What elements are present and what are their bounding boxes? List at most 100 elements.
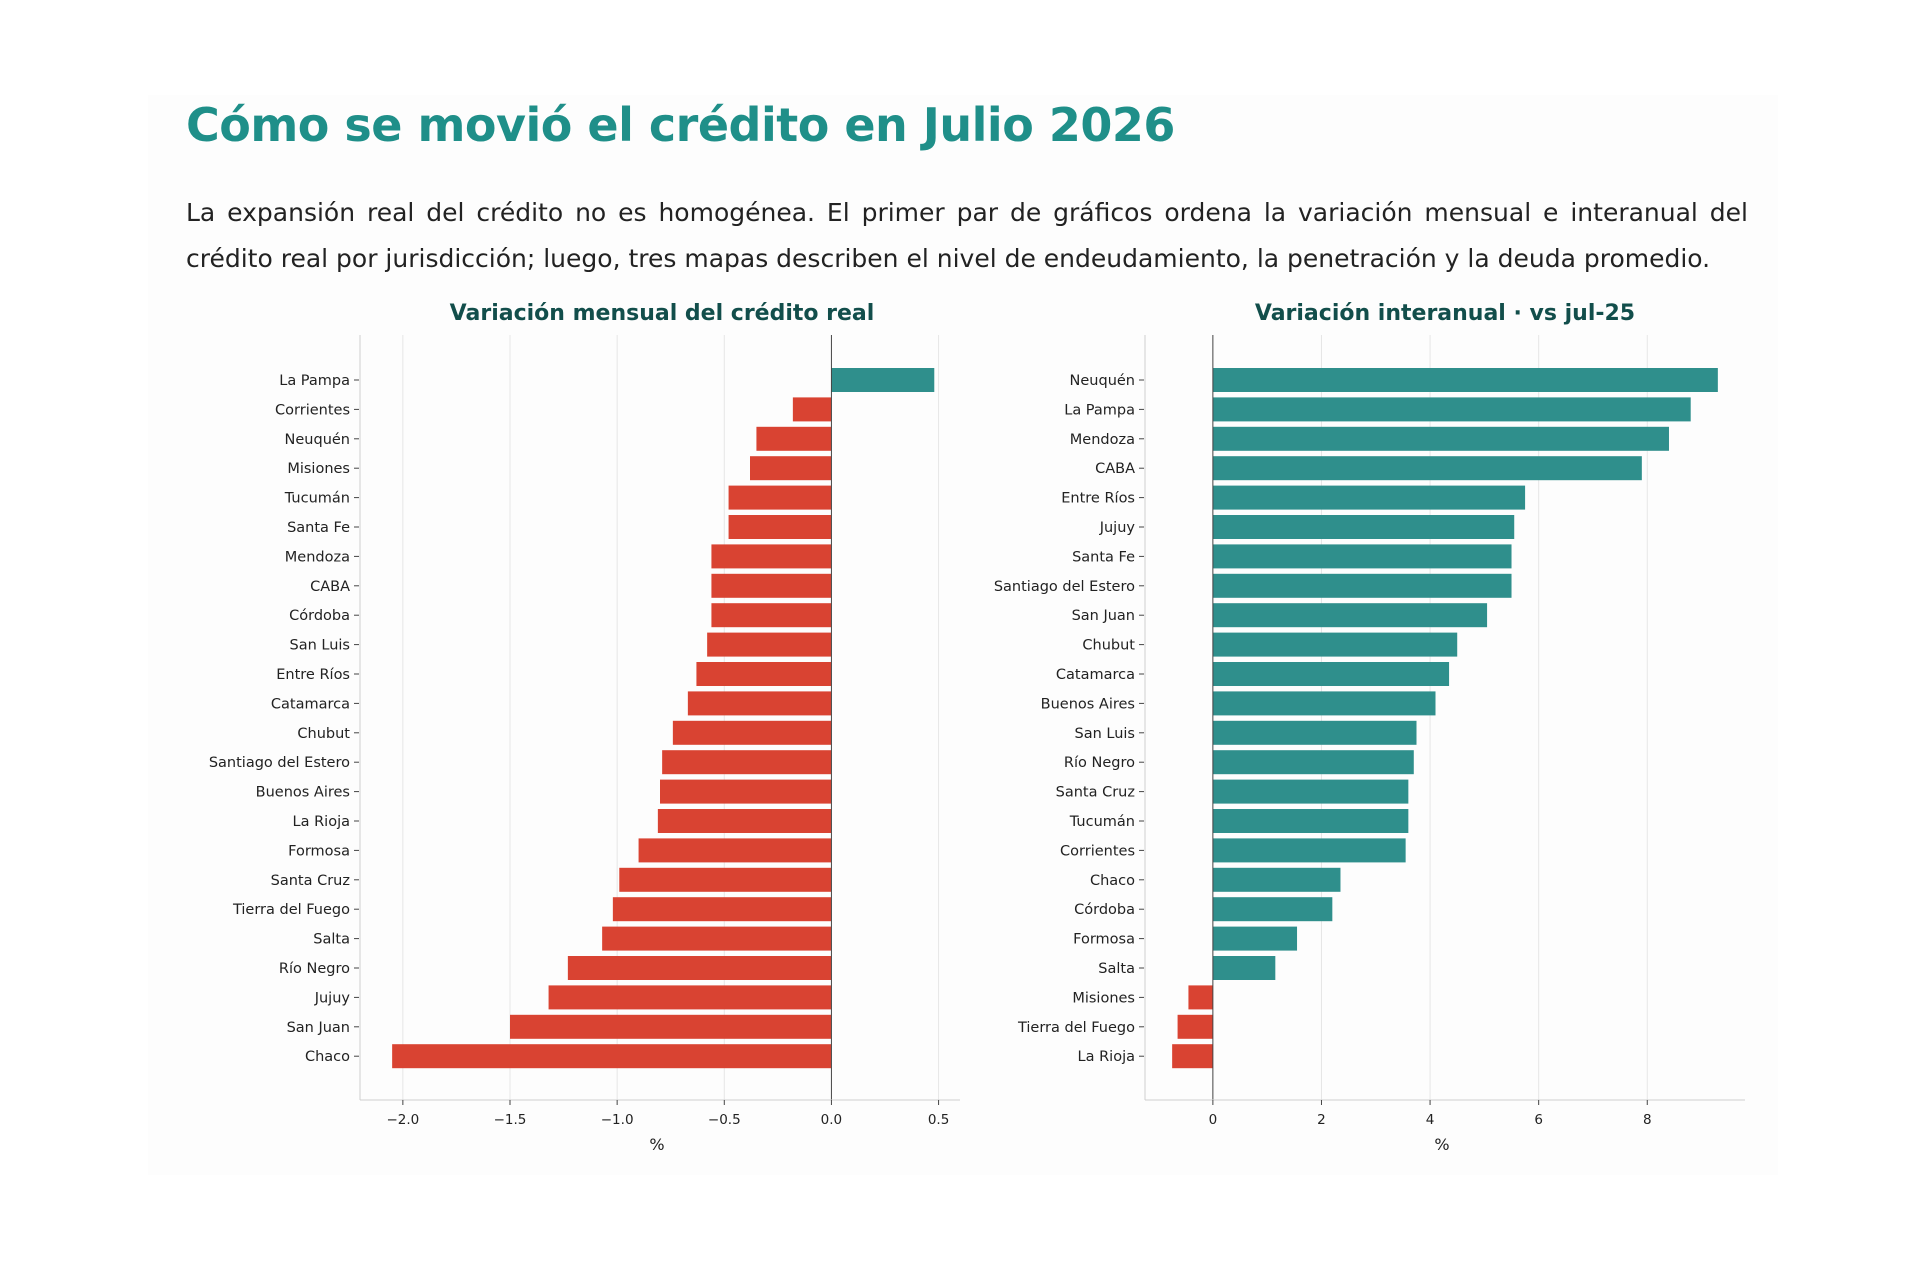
monthly-bar [619,867,832,892]
yoy-bar [1212,397,1691,422]
monthly-category-label: San Juan [287,1020,350,1036]
monthly-category-label: Río Negro [279,961,350,977]
monthly-category-label: Santa Fe [287,520,350,536]
yoy-bar [1177,1014,1213,1039]
yoy-category-label: Mendoza [1070,432,1135,448]
monthly-bar [687,691,832,716]
yoy-category-label: Chaco [1090,873,1135,889]
monthly-xtick-label: −0.5 [708,1112,741,1128]
monthly-category-label: Salta [313,932,350,948]
monthly-category-label: Misiones [287,461,350,477]
monthly-category-label: Córdoba [289,608,350,624]
yoy-category-label: Neuquén [1070,373,1135,389]
yoy-bar [1212,779,1409,804]
intro-paragraph: La expansión real del crédito no es homo… [186,198,1748,273]
yoy-bar [1212,897,1333,922]
yoy-category-label: Corrientes [1060,843,1135,859]
monthly-bar [756,426,832,451]
monthly-category-label: San Luis [290,638,351,654]
monthly-bar [510,1014,832,1039]
yoy-category-label: CABA [1095,461,1135,477]
yoy-bar [1212,426,1669,451]
monthly-bar [567,956,832,980]
yoy-category-label: Formosa [1073,932,1135,948]
monthly-bar [792,397,832,422]
yoy-category-label: La Pampa [1064,402,1135,418]
report-card [148,95,1778,1175]
monthly-category-label: Buenos Aires [256,785,350,801]
monthly-bar [707,632,832,657]
yoy-category-label: Buenos Aires [1041,696,1135,712]
monthly-bar [711,573,832,598]
monthly-category-label: Chaco [305,1049,350,1065]
yoy-category-label: Salta [1098,961,1135,977]
monthly-bar [750,456,832,481]
monthly-bar [660,779,832,804]
yoy-category-label: San Luis [1075,726,1136,742]
monthly-xaxis-label: % [649,1135,664,1154]
yoy-bar [1212,544,1512,569]
yoy-category-label: La Rioja [1078,1049,1135,1065]
monthly-xtick-label: −1.0 [601,1112,634,1128]
yoy-xtick-label: 2 [1317,1112,1326,1128]
yoy-category-label: Santiago del Estero [994,579,1135,595]
yoy-bar [1212,368,1718,392]
monthly-category-label: Tierra del Fuego [232,902,350,918]
yoy-bar [1212,750,1414,775]
yoy-category-label: Misiones [1072,990,1135,1006]
yoy-bar [1212,691,1436,716]
yoy-xaxis-label: % [1434,1135,1449,1154]
yoy-bar [1212,456,1642,481]
monthly-bar [392,1044,832,1069]
monthly-bar [602,926,832,951]
yoy-bar [1212,573,1512,598]
monthly-xtick-label: 0.0 [821,1112,842,1128]
monthly-xtick-label: −2.0 [386,1112,419,1128]
yoy-bar [1212,632,1458,657]
yoy-bar [1212,603,1488,628]
page-title: Cómo se movió el crédito en Julio 2026 [186,98,1175,152]
monthly-bar [672,720,832,745]
monthly-bar [638,838,832,863]
monthly-category-label: Corrientes [275,402,350,418]
monthly-bar [711,603,832,628]
yoy-chart-title: Variación interanual · vs jul-25 [1255,301,1635,326]
yoy-bar [1212,485,1526,510]
yoy-variation-chart: Neuquén La Pampa Mendoza CABA Entre Ríos Juju… [994,301,1745,1154]
monthly-bar [657,809,832,833]
monthly-category-label: La Rioja [293,814,350,830]
yoy-category-label: Río Negro [1064,755,1135,771]
yoy-bar [1212,867,1341,892]
monthly-category-label: Neuquén [285,432,350,448]
yoy-bar [1212,838,1406,863]
monthly-bar [612,897,832,922]
monthly-category-label: Jujuy [314,990,351,1006]
yoy-category-label: San Juan [1072,608,1135,624]
monthly-bar [548,985,832,1010]
monthly-bar [662,750,832,775]
monthly-bar [728,515,832,539]
monthly-xtick-label: −1.5 [494,1112,527,1128]
monthly-category-label: La Pampa [279,373,350,389]
yoy-category-label: Tierra del Fuego [1017,1020,1135,1036]
yoy-category-label: Catamarca [1056,667,1135,683]
monthly-category-label: Tucumán [284,491,350,507]
monthly-category-label: Chubut [297,726,350,742]
yoy-bar [1212,809,1409,833]
yoy-xtick-label: 6 [1534,1112,1543,1128]
yoy-bar [1212,720,1417,745]
yoy-bar [1212,926,1298,951]
monthly-bar [711,544,832,569]
yoy-xtick-label: 0 [1209,1112,1218,1128]
monthly-category-label: Santiago del Estero [209,755,350,771]
monthly-category-label: Santa Cruz [271,873,350,889]
monthly-bar [728,485,832,510]
yoy-category-label: Santa Cruz [1056,785,1135,801]
yoy-bar [1212,956,1276,980]
yoy-bar [1172,1044,1213,1069]
monthly-chart-title: Variación mensual del crédito real [450,301,875,326]
yoy-category-label: Entre Ríos [1061,491,1135,507]
monthly-category-label: Mendoza [285,549,350,565]
yoy-category-label: Tucumán [1069,814,1135,830]
